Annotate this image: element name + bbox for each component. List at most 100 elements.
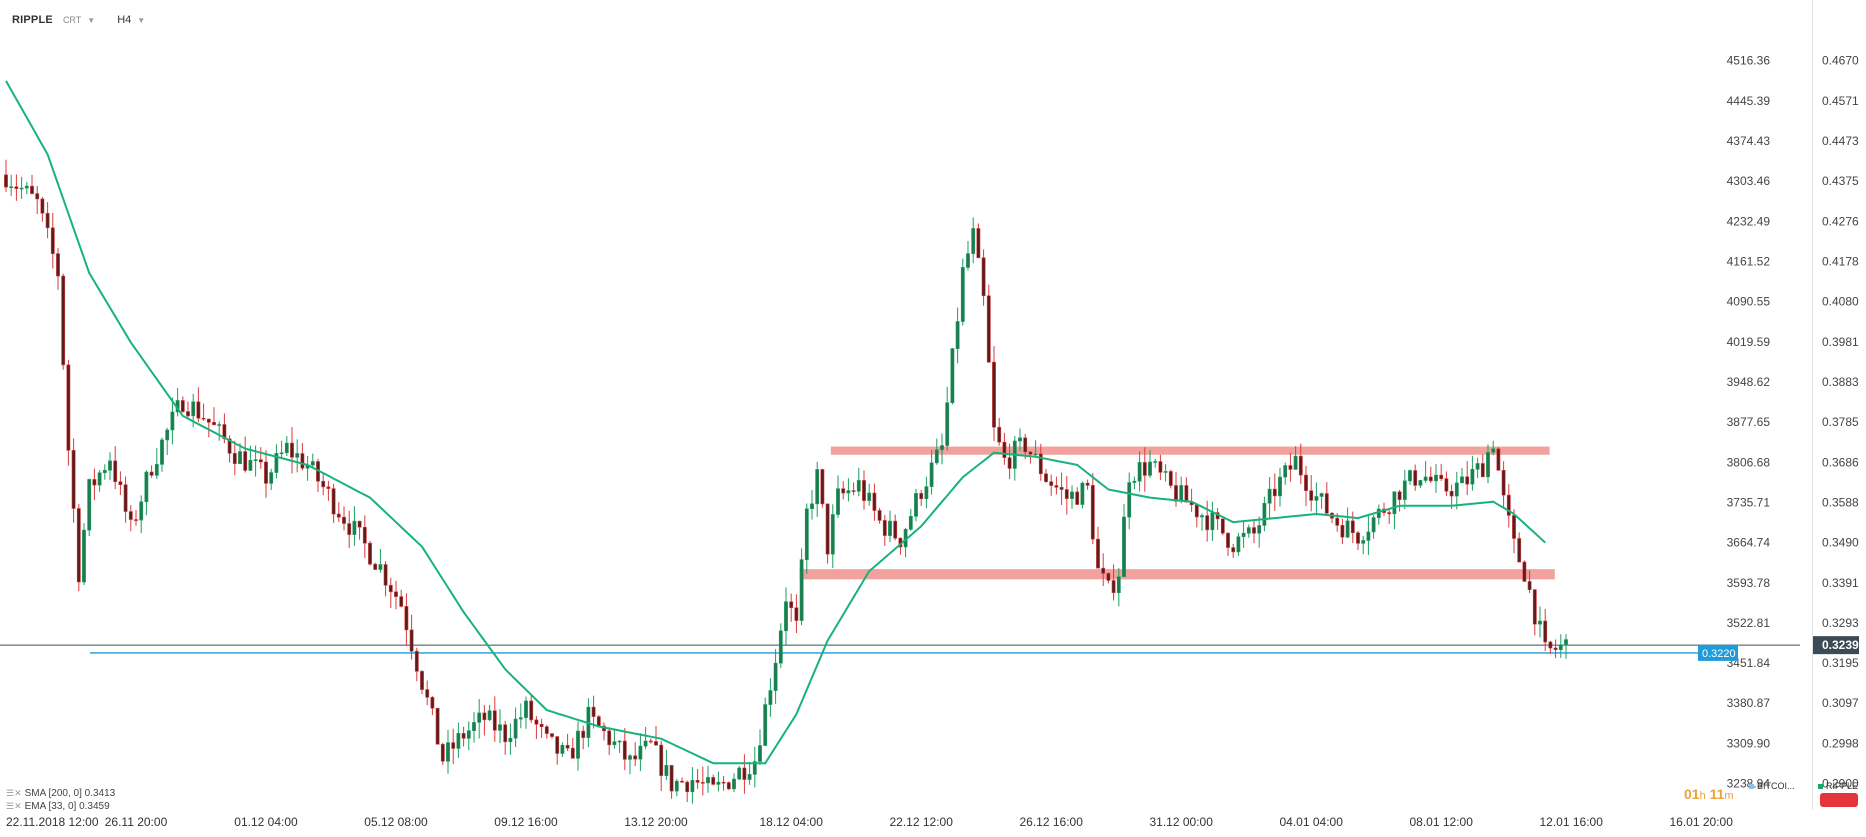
y-tick-label-left: 4019.59	[1727, 335, 1771, 349]
candle-body	[1475, 463, 1480, 470]
candle-body	[986, 295, 991, 363]
sell-button[interactable]	[1820, 793, 1858, 807]
ema-indicator-label[interactable]: ☰✕ EMA [33, 0] 0.3459	[6, 801, 110, 812]
candle-body	[830, 514, 835, 555]
candle-body	[820, 469, 825, 505]
candle-body	[1194, 504, 1199, 518]
legend-item-bitcoin[interactable]: BITCOI...	[1749, 781, 1795, 791]
candle-body	[368, 542, 372, 565]
candle-body	[45, 212, 50, 229]
candle-body	[414, 650, 419, 672]
y-tick-label-right: 0.4080	[1822, 295, 1859, 309]
level-lines-layer	[0, 644, 1800, 654]
candle-body	[238, 451, 242, 464]
support-zone	[799, 569, 1555, 580]
chart-style-dropdown[interactable]: CRT ▼	[63, 15, 95, 25]
support-level-tag	[1698, 644, 1738, 661]
sma-indicator-label[interactable]: ☰✕ SMA [200, 0] 0.3413	[6, 788, 115, 799]
candle-body	[1231, 547, 1236, 553]
candle-body	[992, 361, 996, 428]
candle-body	[482, 712, 487, 721]
y-tick-label-right: 0.4375	[1822, 174, 1859, 188]
candle-body	[1075, 491, 1080, 505]
candle-body	[1486, 452, 1490, 478]
candle-body	[1132, 480, 1137, 483]
y-tick-label-left: 3593.78	[1727, 576, 1771, 590]
candle-body	[778, 630, 783, 664]
candle-body	[1527, 581, 1532, 591]
candle-body	[1158, 461, 1163, 473]
y-tick-label-left: 3948.62	[1727, 375, 1771, 389]
timer-m-unit: m	[1724, 790, 1734, 802]
candle-body	[560, 744, 565, 754]
candle-body	[1127, 482, 1132, 518]
candle-body	[622, 740, 627, 760]
candle-body	[1153, 461, 1158, 463]
timer-h-unit: h	[1699, 790, 1706, 802]
timeframe-value: H4	[117, 14, 132, 26]
candle-body	[295, 453, 300, 458]
candle-body	[1033, 453, 1038, 456]
candle-body	[1564, 639, 1568, 646]
timeframe-dropdown[interactable]: H4 ▼	[117, 14, 145, 26]
candle-body	[1371, 517, 1376, 533]
candle-body	[342, 516, 346, 524]
candle-body	[279, 452, 284, 455]
legend-swatch	[1818, 783, 1823, 789]
candle-body	[924, 486, 929, 500]
chart-style-value: CRT	[62, 15, 82, 25]
candle-body	[357, 520, 362, 528]
candle-body	[752, 761, 757, 775]
y-tick-label-left: 4445.39	[1727, 94, 1771, 108]
candle-body	[1449, 490, 1454, 497]
y-tick-label-left: 3806.68	[1727, 455, 1771, 469]
candle-body	[581, 730, 586, 738]
candle-body	[1444, 478, 1449, 492]
candle-body	[1496, 448, 1501, 471]
candle-body	[1335, 517, 1340, 526]
candle-body	[1059, 487, 1064, 490]
candle-body	[576, 730, 580, 759]
x-tick-label: 08.01 12:00	[1409, 815, 1473, 829]
candle-body	[877, 510, 882, 521]
candle-body	[1397, 491, 1402, 500]
candle-body	[383, 564, 388, 586]
candle-body	[674, 780, 679, 792]
indicator-settings-icon[interactable]: ☰✕	[6, 801, 22, 811]
candle-body	[1413, 470, 1418, 486]
candle-body	[695, 780, 700, 783]
candle-body	[955, 321, 960, 349]
candle-body	[336, 513, 341, 518]
candle-body	[929, 462, 934, 487]
candle-body	[128, 511, 133, 520]
candle-body	[435, 707, 440, 745]
candle-body	[1023, 437, 1028, 453]
candle-body	[1070, 491, 1074, 499]
candle-body	[960, 267, 965, 322]
timer-minutes: 11	[1709, 786, 1725, 802]
y-tick-label-left: 4303.46	[1727, 174, 1771, 188]
candle-body	[92, 479, 97, 486]
candle-body	[1148, 461, 1152, 476]
candle-body	[1038, 453, 1043, 475]
candle-body	[706, 777, 710, 784]
candle-body	[940, 445, 944, 451]
candle-body	[825, 503, 830, 555]
indicator-settings-icon[interactable]: ☰✕	[6, 788, 22, 798]
x-tick-label: 18.12 04:00	[759, 815, 823, 829]
candle-body	[24, 185, 29, 189]
candle-body	[934, 449, 939, 464]
candle-body	[118, 481, 123, 485]
candle-body	[113, 460, 118, 483]
candle-body	[914, 493, 918, 517]
candle-body	[154, 464, 159, 476]
ema-line	[5, 80, 1546, 765]
candle-body	[1366, 531, 1371, 541]
candle-body	[607, 730, 612, 746]
zones-layer	[799, 446, 1555, 580]
y-tick-label-right: 0.2900	[1822, 777, 1859, 791]
legend-item-ripple[interactable]: RIPPLE	[1818, 781, 1858, 791]
candle-body	[1236, 536, 1241, 553]
current-price-value: 0.3239	[1822, 638, 1859, 652]
